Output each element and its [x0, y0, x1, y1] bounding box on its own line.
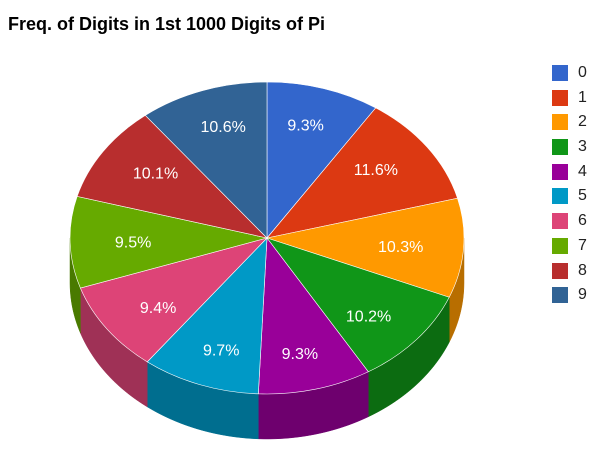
slice-label-8: 10.1%: [133, 165, 178, 182]
legend-item-6[interactable]: 6: [552, 212, 587, 230]
legend-label-2: 2: [578, 113, 587, 131]
legend-label-6: 6: [578, 212, 587, 230]
pie-labels-layer: 9.3% 11.6% 10.3% 10.2% 9.3% 9.7% 9.4% 9.5% 10.1%…: [115, 118, 424, 363]
legend-swatch-7: [552, 237, 568, 254]
legend-swatch-1: [552, 89, 568, 106]
legend-item-3[interactable]: 3: [552, 138, 587, 156]
legend-swatch-2: [552, 114, 568, 131]
pie-slice-0[interactable]: [266, 81, 377, 239]
slice-label-0: 9.3%: [287, 118, 323, 135]
legend: 0 1 2 3 4 5 6 7 8 9: [552, 64, 587, 311]
legend-label-5: 5: [578, 187, 587, 205]
slice-label-9: 10.6%: [201, 119, 246, 136]
legend-item-2[interactable]: 2: [552, 113, 587, 131]
legend-label-0: 0: [578, 64, 587, 81]
slice-label-7: 9.5%: [115, 234, 151, 251]
legend-item-8[interactable]: 8: [552, 262, 587, 280]
pie-slices-layer: [69, 81, 465, 395]
legend-item-0[interactable]: 0: [552, 64, 587, 82]
pie-slice-5[interactable]: [146, 237, 268, 395]
pie-slice-7[interactable]: [69, 196, 268, 289]
pie-slice-1[interactable]: [266, 107, 458, 239]
legend-label-7: 7: [578, 236, 587, 254]
legend-label-9: 9: [578, 286, 587, 304]
legend-swatch-4: [552, 163, 568, 180]
pie-slice-4[interactable]: [258, 237, 369, 395]
pie-slice-2[interactable]: [265, 197, 465, 298]
slice-label-1: 11.6%: [354, 162, 398, 179]
slice-label-5: 9.7%: [203, 342, 239, 359]
legend-swatch-3: [552, 139, 568, 156]
legend-swatch-6: [552, 213, 568, 230]
pie-slice-8[interactable]: [76, 114, 268, 239]
legend-swatch-5: [552, 188, 568, 205]
legend-item-9[interactable]: 9: [552, 286, 587, 304]
legend-label-3: 3: [578, 138, 587, 156]
legend-item-5[interactable]: 5: [552, 187, 587, 205]
legend-swatch-0: [552, 65, 568, 81]
pie-slice-6[interactable]: [80, 237, 268, 363]
legend-item-4[interactable]: 4: [552, 163, 587, 181]
pie-slice-9[interactable]: [144, 81, 268, 239]
legend-label-1: 1: [578, 88, 587, 106]
legend-item-1[interactable]: 1: [552, 89, 587, 107]
slice-label-3: 10.2%: [346, 308, 391, 325]
legend-label-8: 8: [578, 261, 587, 279]
slice-label-6: 9.4%: [140, 300, 176, 317]
slice-label-2: 10.3%: [378, 239, 423, 256]
legend-swatch-8: [552, 262, 568, 279]
legend-swatch-9: [552, 287, 568, 304]
legend-item-7[interactable]: 7: [552, 237, 587, 255]
pie-slice-3[interactable]: [266, 237, 450, 373]
legend-label-4: 4: [578, 162, 587, 180]
slice-label-4: 9.3%: [282, 346, 318, 363]
chart-title: Freq. of Digits in 1st 1000 Digits of Pi: [8, 14, 326, 34]
